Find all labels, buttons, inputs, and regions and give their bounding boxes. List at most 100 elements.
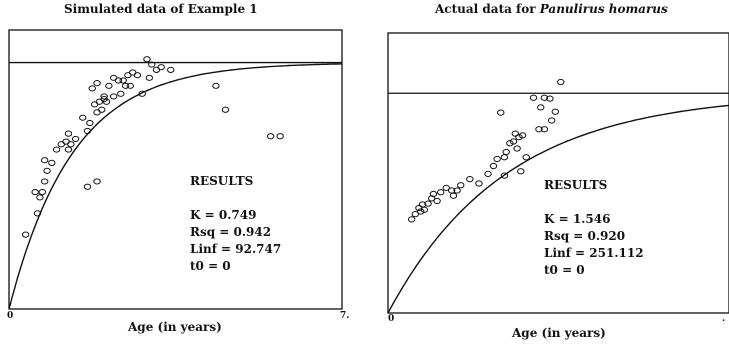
chart-plot-area bbox=[387, 32, 729, 314]
data-point bbox=[102, 98, 111, 105]
data-point bbox=[489, 162, 498, 170]
data-point bbox=[466, 176, 474, 183]
data-point bbox=[475, 180, 483, 187]
data-point bbox=[547, 117, 556, 124]
results-heading: RESULTS bbox=[190, 174, 254, 188]
data-point bbox=[93, 109, 101, 116]
data-point bbox=[417, 208, 425, 215]
data-point bbox=[449, 192, 458, 199]
data-point bbox=[98, 106, 106, 113]
results-box: RESULTS K = 1.546 Rsq = 0.920 Linf = 251… bbox=[544, 177, 644, 279]
data-point bbox=[88, 85, 96, 92]
data-point bbox=[86, 119, 94, 127]
data-point bbox=[453, 187, 461, 194]
data-point bbox=[57, 141, 66, 148]
data-point bbox=[93, 80, 101, 87]
results-linf: Linf = 251.112 bbox=[544, 246, 644, 260]
chart-plot-area bbox=[8, 29, 343, 310]
data-point bbox=[138, 90, 146, 97]
chart-panel-1: Simulated data of Example 1 RESULTS K = … bbox=[0, 0, 360, 344]
results-box: RESULTS K = 0.749 Rsq = 0.942 Linf = 92.… bbox=[190, 173, 281, 275]
data-point bbox=[517, 168, 525, 175]
data-point bbox=[36, 194, 44, 201]
plot-frame bbox=[387, 32, 729, 314]
data-point bbox=[40, 157, 49, 164]
results-linf: Linf = 92.747 bbox=[190, 242, 282, 256]
data-point bbox=[557, 78, 565, 86]
data-point bbox=[31, 188, 39, 196]
data-point bbox=[509, 138, 518, 145]
data-point bbox=[128, 69, 137, 76]
data-point bbox=[518, 132, 527, 139]
data-point bbox=[437, 189, 445, 196]
chart-title-text: Simulated data of Example 1 bbox=[64, 2, 258, 16]
data-point bbox=[38, 188, 46, 196]
results-rsq: Rsq = 0.942 bbox=[190, 225, 272, 239]
x-axis-label: Age (in years) bbox=[512, 326, 606, 340]
data-point bbox=[429, 190, 438, 198]
data-point bbox=[506, 140, 514, 147]
results-k: K = 0.749 bbox=[190, 208, 257, 222]
data-point bbox=[43, 167, 51, 174]
growth-curve bbox=[8, 63, 342, 310]
data-point bbox=[546, 95, 554, 102]
results-heading: RESULTS bbox=[544, 178, 608, 192]
data-point bbox=[109, 93, 118, 100]
data-point bbox=[424, 200, 432, 207]
results-t0: t0 = 0 bbox=[544, 263, 585, 277]
data-point bbox=[145, 74, 154, 81]
x-tick-max: 7. bbox=[340, 311, 350, 321]
data-point bbox=[83, 183, 92, 190]
data-point bbox=[212, 82, 220, 89]
data-point bbox=[484, 170, 492, 177]
data-point bbox=[537, 104, 545, 111]
data-point bbox=[143, 56, 151, 63]
data-point bbox=[21, 231, 30, 238]
data-point bbox=[551, 108, 560, 115]
data-point bbox=[95, 98, 104, 105]
data-point bbox=[71, 135, 80, 143]
data-point bbox=[497, 109, 505, 116]
plot-frame bbox=[8, 29, 343, 310]
data-point bbox=[40, 178, 49, 185]
data-point bbox=[152, 66, 161, 73]
data-point bbox=[90, 101, 99, 108]
data-point bbox=[511, 130, 520, 137]
results-t0: t0 = 0 bbox=[190, 259, 231, 273]
data-point bbox=[121, 82, 130, 89]
data-point bbox=[117, 90, 125, 97]
data-point bbox=[133, 72, 142, 79]
data-point bbox=[148, 61, 156, 68]
data-point bbox=[540, 94, 549, 101]
growth-curve bbox=[387, 104, 729, 314]
data-point bbox=[119, 77, 127, 84]
x-axis-label: Age (in years) bbox=[128, 320, 222, 334]
data-point bbox=[493, 155, 501, 163]
data-point bbox=[64, 130, 73, 137]
data-point bbox=[64, 146, 73, 153]
data-point bbox=[126, 82, 135, 89]
data-point bbox=[114, 77, 123, 84]
x-tick-min: 0 bbox=[7, 311, 14, 321]
data-point bbox=[67, 141, 75, 148]
data-point bbox=[100, 93, 108, 100]
data-point bbox=[420, 206, 429, 213]
data-point bbox=[500, 154, 509, 161]
x-tick-max: . bbox=[722, 314, 726, 324]
data-point bbox=[109, 74, 118, 81]
data-point bbox=[167, 66, 175, 73]
x-tick-min: 0 bbox=[388, 314, 395, 324]
results-k: K = 1.546 bbox=[544, 212, 611, 226]
data-point bbox=[221, 106, 230, 113]
data-point bbox=[529, 94, 538, 101]
data-point bbox=[502, 148, 510, 156]
results-rsq: Rsq = 0.920 bbox=[544, 229, 626, 243]
chart-panel-2: Actual data for Panulirus homarus RESULT… bbox=[380, 0, 729, 344]
data-point bbox=[535, 126, 543, 133]
data-point bbox=[515, 134, 523, 141]
data-point bbox=[500, 172, 509, 179]
chart-title-italic: Panulirus homarus bbox=[539, 2, 668, 16]
chart-title-text: Actual data for bbox=[435, 2, 540, 16]
chart-title: Actual data for Panulirus homarus bbox=[435, 2, 668, 16]
data-point bbox=[513, 145, 521, 152]
